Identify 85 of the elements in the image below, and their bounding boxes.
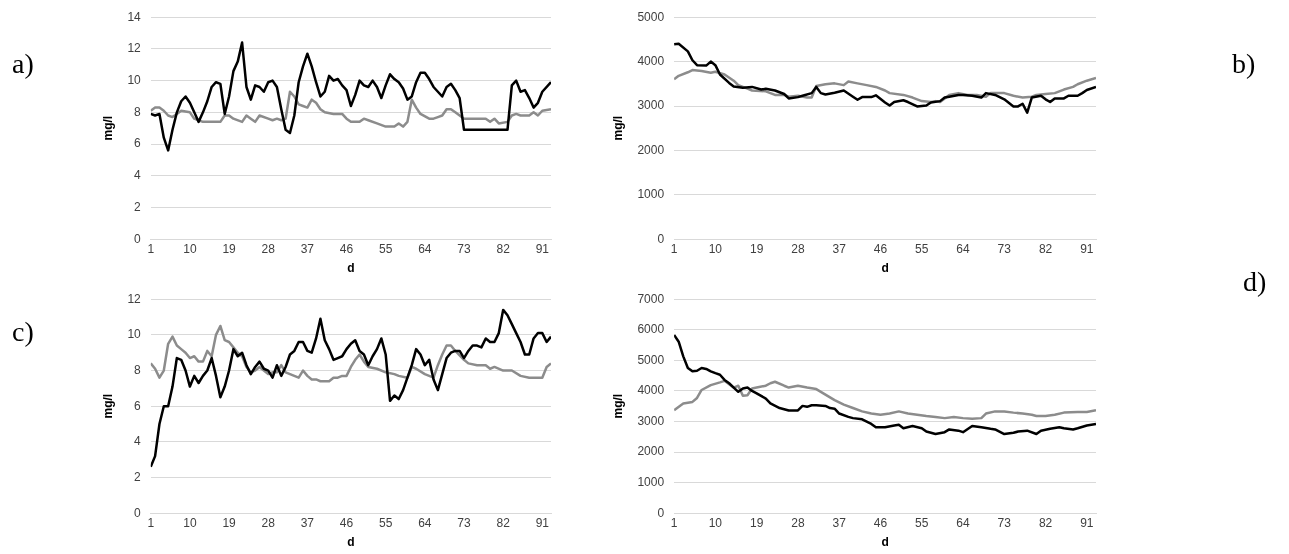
x-tick-label: 82 xyxy=(496,515,511,530)
y-tick-label: 2 xyxy=(134,469,142,484)
y-tick-label: 7000 xyxy=(637,291,665,306)
y-tick-label: 12 xyxy=(127,41,142,56)
x-tick-label: 64 xyxy=(418,241,432,256)
y-tick-label: 5000 xyxy=(637,9,665,24)
y-tick-label: 4000 xyxy=(637,53,665,68)
text: a) xyxy=(12,48,34,80)
y-tick-label: 1000 xyxy=(637,187,665,202)
x-tick-label: 55 xyxy=(379,515,393,530)
x-tick-label: 55 xyxy=(915,241,929,256)
x-tick-label: 1 xyxy=(147,241,155,256)
x-tick-label: 1 xyxy=(670,241,678,256)
y-tick-label: 4000 xyxy=(637,383,665,398)
x-axis-title: d xyxy=(347,261,355,276)
x-tick-label: 19 xyxy=(749,515,764,530)
x-tick-label: 46 xyxy=(339,241,354,256)
y-tick-label: 10 xyxy=(127,327,142,342)
x-tick-label: 19 xyxy=(222,241,237,256)
y-axis-title: mg/l xyxy=(100,115,115,141)
y-tick-label: 5000 xyxy=(637,352,665,367)
y-tick-label: 6 xyxy=(134,398,142,413)
x-tick-label: 73 xyxy=(997,241,1012,256)
x-tick-label: 19 xyxy=(749,241,764,256)
x-tick-label: 1 xyxy=(670,515,678,530)
y-tick-label: 4 xyxy=(134,434,142,449)
x-tick-label: 82 xyxy=(496,241,511,256)
x-tick-label: 19 xyxy=(222,515,237,530)
x-tick-label: 10 xyxy=(183,515,197,530)
x-tick-label: 91 xyxy=(535,515,550,530)
y-tick-label: 8 xyxy=(134,362,142,377)
x-tick-label: 37 xyxy=(832,241,847,256)
x-tick-label: 10 xyxy=(708,241,723,256)
x-tick-label: 73 xyxy=(457,241,471,256)
y-axis-title: mg/l xyxy=(100,393,115,419)
x-tick-label: 10 xyxy=(183,241,197,256)
y-tick-label: 3000 xyxy=(637,413,665,428)
text: c) xyxy=(12,316,34,348)
y-tick-label: 6 xyxy=(134,136,142,151)
x-tick-label: 64 xyxy=(418,515,432,530)
x-tick-label: 46 xyxy=(873,241,888,256)
x-tick-label: 55 xyxy=(379,241,393,256)
y-axis-title: mg/l xyxy=(610,393,625,419)
x-tick-label: 46 xyxy=(339,515,354,530)
x-tick-label: 73 xyxy=(997,515,1012,530)
x-tick-label: 91 xyxy=(1080,241,1094,256)
y-tick-label: 0 xyxy=(134,505,142,520)
y-tick-label: 8 xyxy=(134,104,142,119)
text: b) xyxy=(1232,48,1256,80)
y-tick-label: 2000 xyxy=(637,142,665,157)
x-tick-label: 28 xyxy=(261,241,276,256)
y-tick-label: 2 xyxy=(134,199,142,214)
x-tick-label: 10 xyxy=(708,515,723,530)
y-tick-label: 3000 xyxy=(637,98,665,113)
x-tick-label: 1 xyxy=(147,515,155,530)
y-tick-label: 2000 xyxy=(637,444,665,459)
y-tick-label: 12 xyxy=(127,291,142,306)
y-tick-label: 10 xyxy=(127,72,142,87)
x-tick-label: 82 xyxy=(1038,515,1053,530)
x-axis-title: d xyxy=(347,535,355,550)
x-tick-label: 64 xyxy=(956,241,970,256)
y-axis-title: mg/l xyxy=(610,115,625,141)
x-tick-label: 82 xyxy=(1038,241,1053,256)
x-tick-label: 91 xyxy=(1080,515,1094,530)
x-tick-label: 28 xyxy=(791,241,805,256)
y-tick-label: 4 xyxy=(134,168,142,183)
x-tick-label: 64 xyxy=(956,515,970,530)
y-tick-label: 0 xyxy=(657,231,665,246)
y-tick-label: 14 xyxy=(127,9,142,24)
x-tick-label: 37 xyxy=(300,515,315,530)
y-tick-label: 6000 xyxy=(637,322,665,337)
y-tick-label: 0 xyxy=(134,231,142,246)
y-tick-label: 0 xyxy=(657,505,665,520)
x-tick-label: 28 xyxy=(261,515,276,530)
x-tick-label: 55 xyxy=(915,515,929,530)
x-tick-label: 28 xyxy=(791,515,805,530)
x-axis-title: d xyxy=(881,261,889,276)
x-tick-label: 37 xyxy=(832,515,847,530)
x-tick-label: 37 xyxy=(300,241,315,256)
x-axis-title: d xyxy=(881,535,889,550)
text: d) xyxy=(1243,266,1267,298)
y-tick-label: 1000 xyxy=(637,474,665,489)
x-tick-label: 91 xyxy=(535,241,550,256)
x-tick-label: 73 xyxy=(457,515,471,530)
x-tick-label: 46 xyxy=(873,515,888,530)
